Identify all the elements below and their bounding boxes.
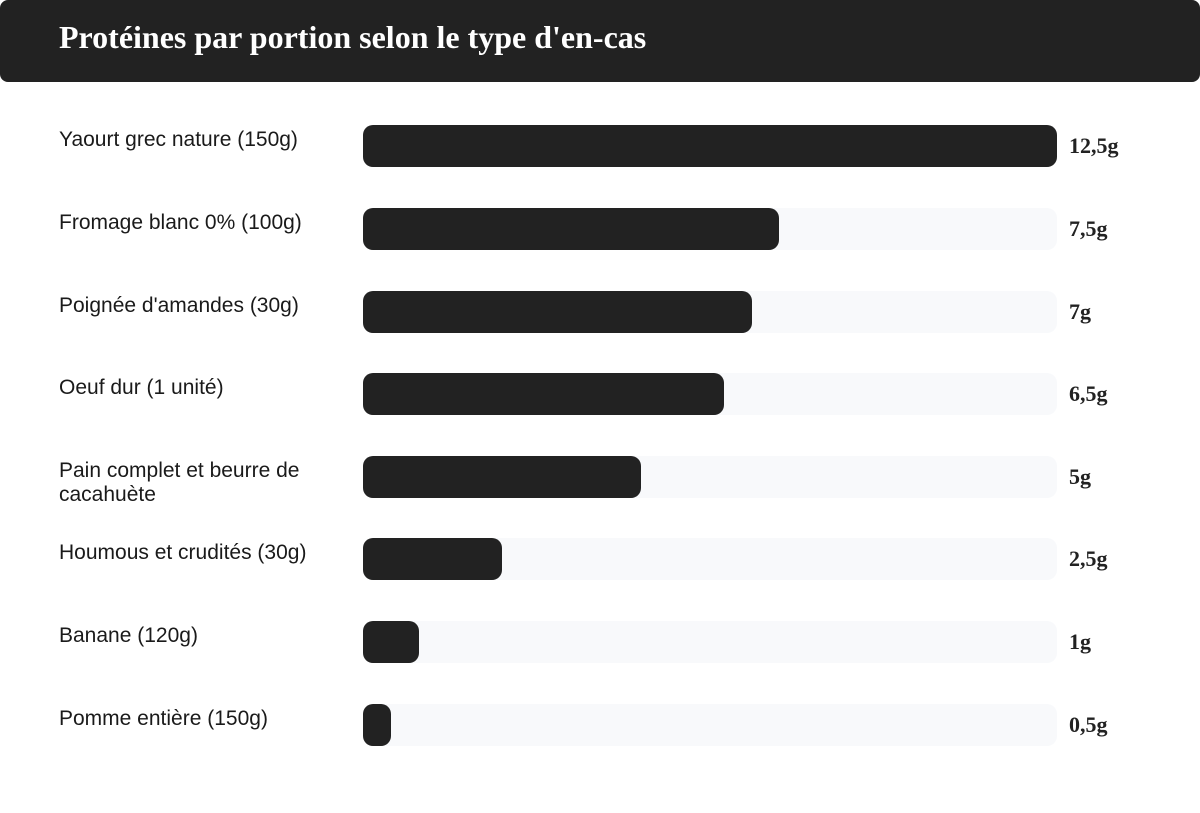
bar-row: Pain complet et beurre de cacahuète 5g: [0, 456, 1200, 506]
value-label: 2,5g: [1069, 546, 1108, 571]
category-label: Pain complet et beurre de cacahuète: [59, 459, 300, 506]
bar-row: Houmous et crudités (30g) 2,5g: [0, 538, 1200, 582]
bar-track: [363, 125, 1057, 167]
bar-row: Banane (120g) 1g: [0, 621, 1200, 665]
bar-row: Pomme entière (150g) 0,5g: [0, 704, 1200, 748]
value-label: 1g: [1069, 629, 1091, 654]
value-label: 12,5g: [1069, 133, 1119, 158]
bar: [363, 621, 419, 663]
bar: [363, 373, 724, 415]
bar-track: [363, 456, 1057, 498]
bar-track: [363, 291, 1057, 333]
bar: [363, 208, 780, 250]
category-label: Poignée d'amandes (30g): [59, 294, 299, 317]
category-label: Banane (120g): [59, 624, 198, 647]
bar-track: [363, 704, 1057, 746]
value-label: 7,5g: [1069, 216, 1108, 241]
bar-track: [363, 538, 1057, 580]
value-label: 6,5g: [1069, 381, 1108, 406]
value-label: 7g: [1069, 299, 1091, 324]
category-label: Fromage blanc 0% (100g): [59, 211, 302, 234]
bar: [363, 456, 641, 498]
bar: [363, 538, 502, 580]
chart-title: Protéines par portion selon le type d'en…: [59, 19, 647, 55]
bar: [363, 704, 391, 746]
bar: [363, 125, 1057, 167]
bar-row: Poignée d'amandes (30g) 7g: [0, 291, 1200, 335]
bar-track: [363, 373, 1057, 415]
bar-row: Oeuf dur (1 unité) 6,5g: [0, 373, 1200, 417]
bar-track: [363, 208, 1057, 250]
category-label: Yaourt grec nature (150g): [59, 128, 298, 151]
category-label: Houmous et crudités (30g): [59, 541, 307, 564]
bar-row: Fromage blanc 0% (100g) 7,5g: [0, 208, 1200, 252]
chart-header: Protéines par portion selon le type d'en…: [0, 0, 1200, 82]
value-label: 5g: [1069, 464, 1091, 489]
category-label: Oeuf dur (1 unité): [59, 376, 224, 399]
bar-track: [363, 621, 1057, 663]
category-label: Pomme entière (150g): [59, 707, 268, 730]
value-label: 0,5g: [1069, 712, 1108, 737]
bar-row: Yaourt grec nature (150g) 12,5g: [0, 125, 1200, 169]
bar: [363, 291, 752, 333]
